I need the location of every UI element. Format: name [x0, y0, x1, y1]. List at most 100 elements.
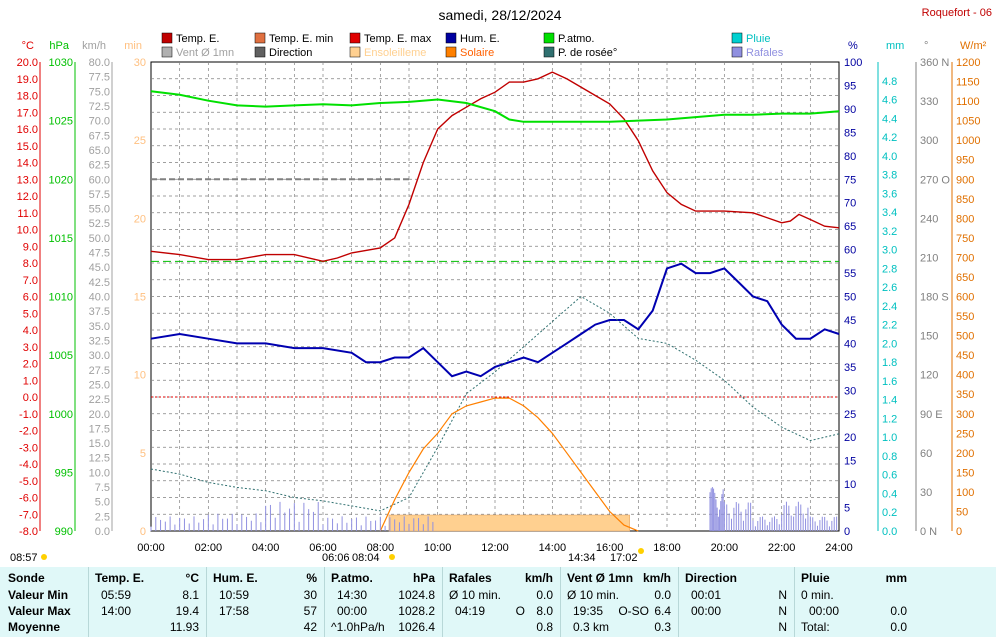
x-tick-label: 24:00 — [825, 542, 853, 554]
temp-axis-tick: 10.0 — [17, 225, 38, 237]
solar-axis-tick: 900 — [956, 174, 974, 186]
solar-axis-tick: 500 — [956, 331, 974, 343]
wind-axis-tick: 2.5 — [95, 511, 110, 523]
legend-label: Temp. E. min — [269, 33, 333, 45]
hum-axis-tick: 20 — [844, 432, 856, 444]
col-gust: Rafales km/h Ø 10 min. 0.0 04:19 O 8.0 0… — [442, 567, 561, 637]
wind-axis-tick: 32.5 — [89, 335, 110, 347]
gust-r2-dir: O — [515, 604, 525, 618]
stats-footer: Sonde Valeur Min Valeur Max Moyenne Temp… — [0, 567, 996, 637]
dir-r1-val: N — [778, 588, 787, 602]
rain-axis-tick: 2.0 — [882, 338, 897, 350]
solar-axis-tick: 150 — [956, 467, 974, 479]
x-tick-label: 00:00 — [137, 542, 165, 554]
temp-axis-tick: 13.0 — [17, 174, 38, 186]
legend-swatch — [161, 46, 173, 58]
dir-axis-tick: 60 — [920, 448, 932, 460]
legend: Temp. E. Temp. E. min Temp. E. max Hum. E. P… — [161, 32, 784, 59]
solar-axis-tick: 50 — [956, 506, 968, 518]
legend-label: Ensoleilleme — [364, 47, 426, 59]
chart-title: samedi, 28/12/2024 — [439, 7, 562, 23]
press-avg: 1026.4 — [398, 620, 435, 634]
temp-axis-tick: 9.0 — [23, 241, 38, 253]
series-p-de-ros-e — [150, 295, 840, 512]
wind-axis-tick: 50.0 — [89, 233, 110, 245]
solar-axis-tick: 350 — [956, 389, 974, 401]
legend-swatch — [254, 32, 266, 44]
rain-axis-tick: 1.0 — [882, 432, 897, 444]
dir-axis-tick: 90 E — [920, 409, 943, 421]
x-tick-label: 22:00 — [768, 542, 796, 554]
temp-axis-tick: 4.0 — [23, 325, 38, 337]
rain-axis-tick: 2.2 — [882, 320, 897, 332]
gust-r1-val: 0.0 — [536, 588, 553, 602]
dir-axis-tick: 300 — [920, 135, 938, 147]
rain-r1-label: 0 min. — [801, 588, 834, 602]
temp-axis-tick: -6.0 — [19, 493, 38, 505]
sun-axis-tick: 0 — [140, 526, 146, 538]
wind-axis-unit: km/h — [82, 40, 106, 52]
press-trend: ^1.0hPa/h — [331, 620, 385, 634]
sun-dot — [389, 554, 395, 560]
hum-avg: 42 — [303, 620, 317, 634]
press-min-time: 14:30 — [337, 588, 368, 602]
legend-label: Rafales — [746, 47, 784, 59]
dir-axis-tick: 150 — [920, 331, 938, 343]
dir-axis-tick: 0 N — [920, 526, 937, 538]
sun-dot — [638, 548, 644, 554]
hum-axis-tick: 95 — [844, 80, 856, 92]
legend-swatch — [445, 46, 457, 58]
rain-axis-tick: 3.0 — [882, 245, 897, 257]
rain-axis-tick: 4.4 — [882, 113, 897, 125]
wind-axis-tick: 42.5 — [89, 277, 110, 289]
wind-axis-tick: 77.5 — [89, 72, 110, 84]
temp-axis-tick: -5.0 — [19, 476, 38, 488]
series-solaire — [379, 397, 639, 532]
hum-axis-tick: 70 — [844, 198, 856, 210]
x-tick-label: 12:00 — [481, 542, 509, 554]
press-axis-tick: 1005 — [49, 350, 73, 362]
sunrise2-time: 08:04 — [352, 552, 380, 564]
x-tick-label: 08:00 — [367, 542, 395, 554]
temp-axis-tick: -2.0 — [19, 426, 38, 438]
temp-axis-tick: 6.0 — [23, 292, 38, 304]
press-max-time: 00:00 — [337, 604, 368, 618]
col-dir: Direction 00:01 N 00:00 N N — [678, 567, 795, 637]
col-sonde: Sonde Valeur Min Valeur Max Moyenne — [0, 567, 88, 637]
wind-r3-val: 0.3 — [654, 620, 671, 634]
series-p-atmo — [150, 90, 840, 123]
rain-axis-tick: 1.4 — [882, 395, 897, 407]
dir-axis-tick: 30 — [920, 487, 932, 499]
press-axis-tick: 1000 — [49, 409, 73, 421]
solar-axis-tick: 450 — [956, 350, 974, 362]
hum-axis-tick: 35 — [844, 362, 856, 374]
wind-axis-tick: 45.0 — [89, 262, 110, 274]
dir-axis-tick: 120 — [920, 370, 938, 382]
rain-axis-tick: 4.8 — [882, 76, 897, 88]
hum-axis-tick: 80 — [844, 151, 856, 163]
legend-swatch — [349, 46, 361, 58]
sun-axis-tick: 10 — [134, 370, 146, 382]
temp-axis-tick: 12.0 — [17, 191, 38, 203]
hum-axis-unit: % — [848, 40, 858, 52]
col-title: Hum. E. — [213, 571, 258, 585]
dusk-time: 17:02 — [610, 552, 638, 564]
solar-axis-tick: 100 — [956, 487, 974, 499]
wind-axis-tick: 80.0 — [89, 57, 110, 69]
temp-axis-tick: 15.0 — [17, 141, 38, 153]
legend-label: P.atmo. — [558, 33, 595, 45]
hum-max: 57 — [303, 604, 317, 618]
col-unit: °C — [185, 571, 199, 585]
gust-avg: 0.8 — [536, 620, 553, 634]
series-hum-e — [150, 262, 840, 378]
temp-axis-tick: 1.0 — [23, 375, 38, 387]
wind-r2-time: 19:35 — [573, 604, 604, 618]
legend-swatch — [349, 32, 361, 44]
hum-axis-tick: 15 — [844, 456, 856, 468]
legend-label: Direction — [269, 47, 312, 59]
press-axis-tick: 990 — [55, 526, 73, 538]
rain-axis-tick: 1.6 — [882, 376, 897, 388]
press-axis-unit: hPa — [49, 40, 69, 52]
temp-axis-tick: 14.0 — [17, 158, 38, 170]
legend-label: Hum. E. — [460, 33, 500, 45]
